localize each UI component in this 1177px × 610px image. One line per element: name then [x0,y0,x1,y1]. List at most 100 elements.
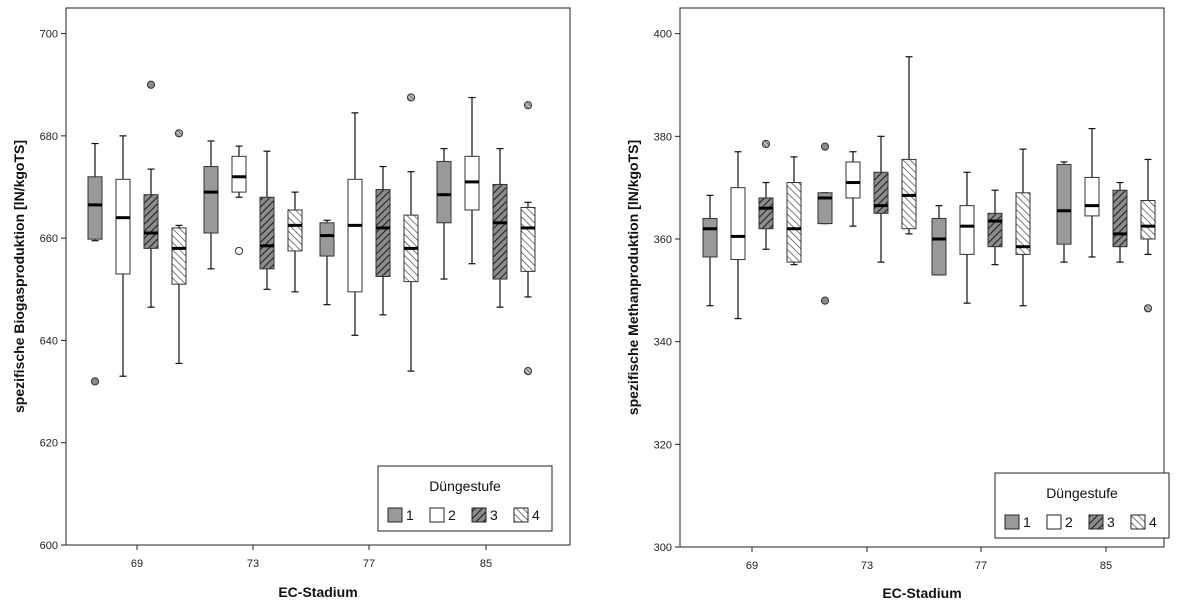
box-series-2-stadium-77 [959,171,975,304]
box-series-4-stadium-69 [171,129,187,365]
box-iqr [520,206,536,272]
plot-frame [679,7,1165,548]
x-tick-label: 77 [363,558,375,570]
outlier-point [234,246,244,256]
box-series-1-stadium-77 [319,219,335,306]
outlier-point [820,142,830,151]
box-series-3-stadium-69 [143,80,159,308]
box-iqr [1015,192,1031,255]
plot-frame [65,7,571,546]
legend-label-3: 3 [1107,514,1115,530]
y-tick-label: 660 [40,233,58,245]
outlier-point [174,129,184,138]
box-series-3-stadium-73 [873,135,889,263]
box-iqr [758,197,774,230]
box-iqr [171,227,187,285]
box-series-1-stadium-73 [817,142,833,305]
y-tick-label: 640 [40,335,58,347]
box-series-1-stadium-77 [931,205,947,276]
legend-swatch-2 [1046,514,1062,530]
box-series-1-stadium-69 [87,142,103,386]
y-axis-label: spezifische Methanproduktion [lN/kgoTS] [625,140,641,415]
legend-label-1: 1 [406,507,414,523]
box-series-4-stadium-69 [786,156,802,266]
box-iqr [231,155,247,193]
methane-chart-panel: 300 320 340 360 380 400 69 73 77 85 EC-Stadium spez… [625,7,1170,601]
legend: Düngestufe 1 2 3 4 [994,472,1170,539]
legend-label-4: 4 [1149,514,1157,530]
y-tick-label: 380 [654,131,672,143]
outlier-point [406,93,416,102]
legend-label-4: 4 [532,507,540,523]
box-iqr [87,176,103,240]
box-series-4-stadium-73 [287,191,303,293]
x-tick-label: 85 [1100,560,1112,572]
box-iqr [436,160,452,224]
legend-swatch-3 [1088,514,1104,530]
outlier-point [820,296,830,305]
box-series-4-stadium-73 [901,56,917,235]
box-series-2-stadium-85 [1084,128,1100,258]
box-series-3-stadium-85 [1112,181,1128,263]
box-series-1-stadium-85 [1056,161,1072,263]
box-series-3-stadium-85 [492,148,508,308]
y-tick-label: 680 [40,131,58,143]
box-iqr [1056,164,1072,245]
box-series-1-stadium-69 [702,194,718,307]
legend-swatch-2 [429,507,445,523]
box-series-2-stadium-77 [347,112,363,336]
box-iqr [1140,200,1156,240]
y-tick-label: 400 [654,29,672,41]
box-series-4-stadium-85 [1140,158,1156,313]
box-series-4-stadium-85 [520,101,536,376]
y-tick-label: 700 [40,29,58,41]
x-tick-label: 73 [861,560,873,572]
legend-swatch-1 [1004,514,1020,530]
box-series-2-stadium-85 [464,96,480,265]
box-iqr [786,182,802,263]
y-tick-label: 300 [654,542,672,554]
outlier-point [90,377,100,386]
box-iqr [845,161,861,199]
y-tick-label: 620 [40,438,58,450]
box-iqr [817,192,833,225]
x-tick-label: 77 [975,560,987,572]
box-series-4-stadium-77 [403,93,419,372]
x-axis-label: EC-Stadium [882,585,961,601]
x-tick-label: 85 [480,558,492,570]
box-series-4-stadium-77 [1015,148,1031,307]
box-iqr [143,194,159,249]
box-iqr [1084,176,1100,217]
box-iqr [259,196,275,270]
legend-label-3: 3 [490,507,498,523]
box-iqr [873,171,889,214]
x-tick-label: 73 [247,558,259,570]
box-series-2-stadium-73 [845,151,861,227]
box-series-3-stadium-77 [375,165,391,316]
box-iqr [931,217,947,276]
box-series-3-stadium-73 [259,150,275,290]
box-iqr [492,183,508,280]
box-iqr [959,205,975,255]
box-iqr [987,212,1003,248]
legend-title: Düngestufe [429,478,501,494]
box-iqr [730,187,746,261]
outlier-point [761,139,771,149]
legend-swatch-3 [471,507,487,523]
box-iqr [347,178,363,293]
box-series-1-stadium-85 [436,148,452,280]
box-series-2-stadium-69 [730,151,746,320]
x-tick-label: 69 [746,560,758,572]
y-tick-label: 360 [654,234,672,246]
legend-swatch-1 [387,507,403,523]
biogas-chart-panel: 600 620 640 660 680 700 69 73 77 85 EC-Stadium spez… [11,7,571,600]
box-series-1-stadium-73 [203,140,219,270]
box-iqr [287,209,303,252]
legend-swatch-4 [1130,514,1146,530]
box-iqr [1112,189,1128,248]
legend-label-2: 2 [448,507,456,523]
box-series-2-stadium-73 [231,145,247,256]
legend-swatch-4 [513,507,529,523]
legend: Düngestufe 1 2 3 4 [377,465,553,532]
